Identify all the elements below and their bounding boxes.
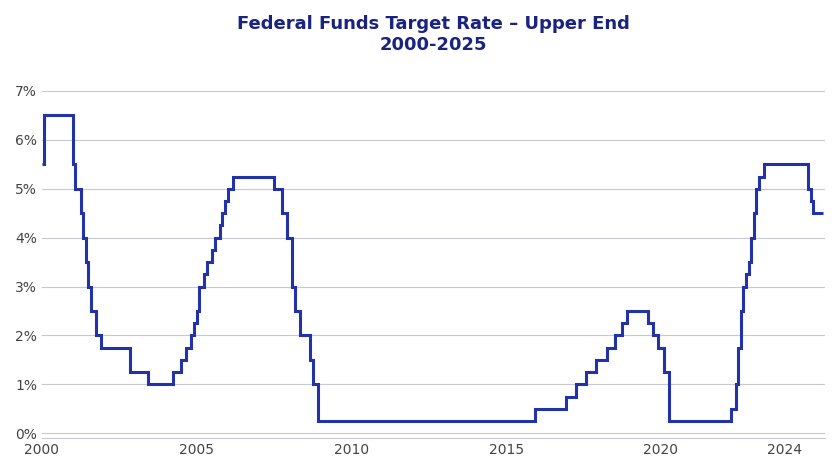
Title: Federal Funds Target Rate – Upper End
2000-2025: Federal Funds Target Rate – Upper End 20… [237, 15, 630, 54]
